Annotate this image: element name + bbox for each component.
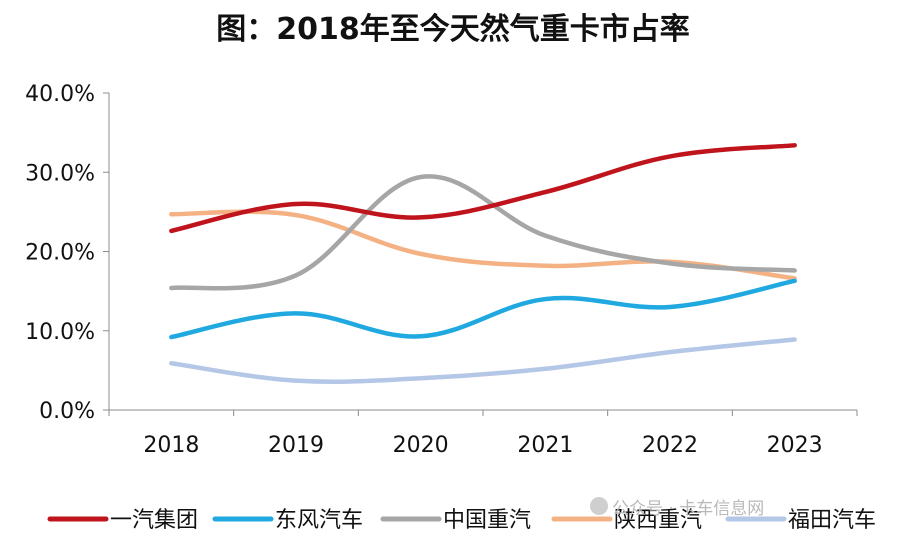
series-line-2 [169,278,797,340]
y-tick-label: 30.0% [25,161,95,186]
watermark-text: 公众号 · 卡车信息网 [612,499,765,519]
x-tick-label: 2018 [143,433,199,458]
legend-label: 中国重汽 [443,508,531,533]
wechat-icon [590,497,608,515]
series-line-4 [169,209,797,281]
chart-title: 图：2018年至今天然气重卡市占率 [216,12,690,47]
x-tick-label: 2020 [393,433,449,458]
series-line-3 [169,174,797,291]
x-tick-label: 2023 [767,433,823,458]
y-tick-label: 20.0% [25,241,95,266]
series-line-1 [169,143,797,234]
legend-label: 东风汽车 [275,508,363,533]
legend-label: 一汽集团 [110,508,198,533]
x-tick-label: 2022 [642,433,698,458]
y-tick-label: 40.0% [25,82,95,107]
series-line-5 [169,337,797,385]
x-tick-label: 2019 [268,433,324,458]
y-tick-label: 10.0% [25,320,95,345]
legend-label: 陕西重汽 [614,508,702,533]
y-tick-label: 0.0% [39,399,95,424]
x-tick-label: 2021 [517,433,573,458]
legend-label: 福田汽车 [788,508,876,533]
